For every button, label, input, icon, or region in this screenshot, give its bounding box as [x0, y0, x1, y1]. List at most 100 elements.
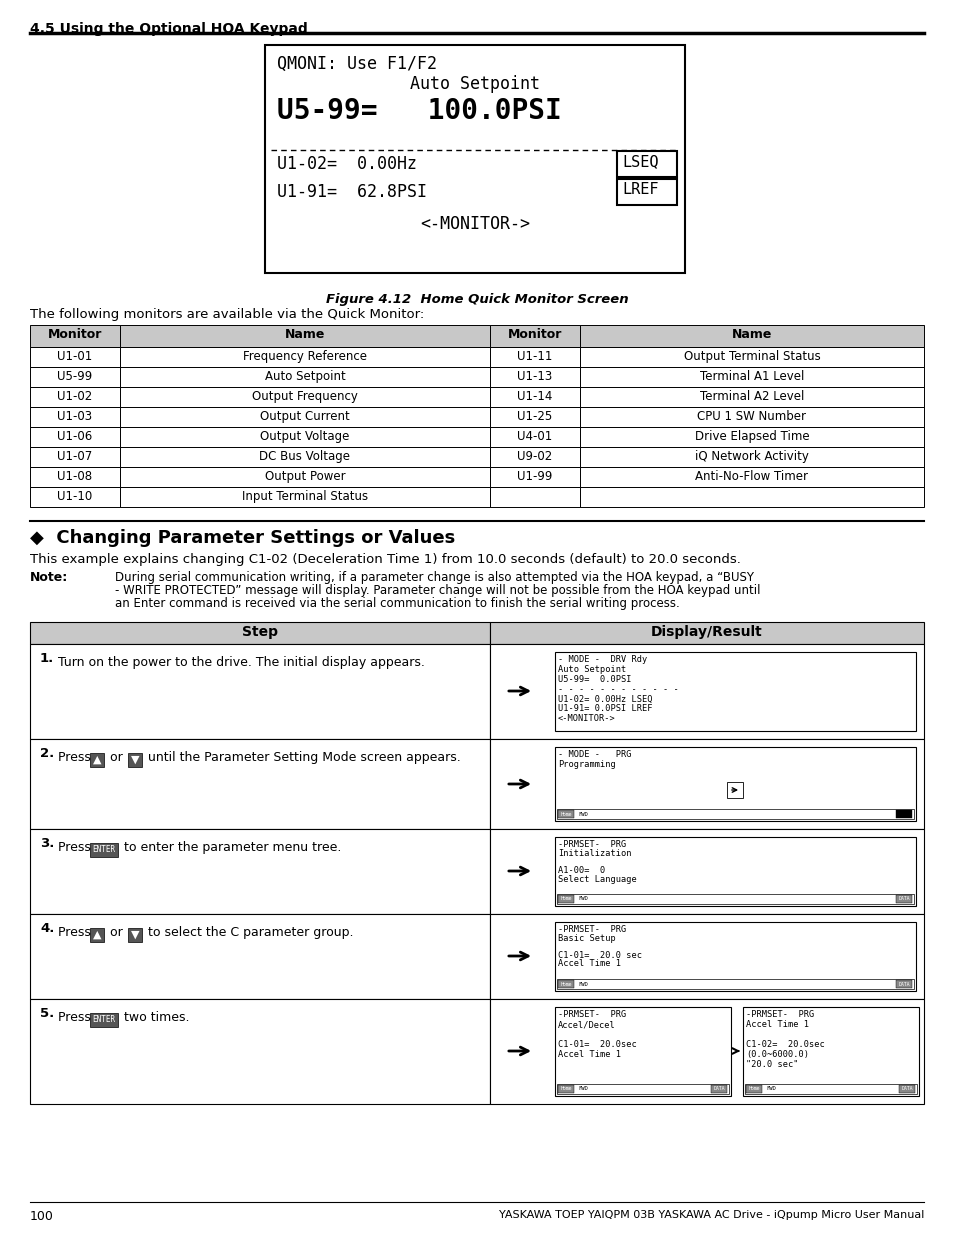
Text: Note:: Note: [30, 571, 69, 584]
Text: - WRITE PROTECTED” message will display. Parameter change will not be possible f: - WRITE PROTECTED” message will display.… [115, 584, 760, 597]
Text: iQ Network Activity: iQ Network Activity [695, 450, 808, 463]
Bar [128, 927, 142, 942]
Text: Monitor: Monitor [507, 329, 561, 341]
Text: Auto Setpoint: Auto Setpoint [410, 75, 539, 93]
Text: Press: Press [58, 926, 94, 939]
Text: Output Terminal Status: Output Terminal Status [683, 350, 820, 363]
Bar [579, 367, 923, 387]
Text: U4-01: U4-01 [517, 430, 552, 443]
Bar [91, 927, 104, 942]
Text: FWD: FWD [765, 1087, 775, 1092]
Bar [710, 1086, 726, 1093]
Text: FWD: FWD [578, 811, 587, 816]
Text: U1-06: U1-06 [57, 430, 92, 443]
Bar [120, 408, 490, 427]
Text: ▲: ▲ [93, 930, 102, 940]
Bar [30, 447, 120, 467]
Bar [490, 643, 923, 739]
Bar [555, 837, 915, 906]
Text: U1-99: U1-99 [517, 471, 552, 483]
Text: ▲: ▲ [93, 755, 102, 764]
Text: Output Current: Output Current [260, 410, 350, 424]
Bar [490, 367, 579, 387]
Text: Monitor: Monitor [48, 329, 102, 341]
Text: Drive Elapsed Time: Drive Elapsed Time [694, 430, 808, 443]
Bar [895, 981, 911, 988]
Text: 3.: 3. [40, 837, 54, 850]
Text: -PRMSET-  PRG: -PRMSET- PRG [558, 925, 625, 934]
Text: ◆  Changing Parameter Settings or Values: ◆ Changing Parameter Settings or Values [30, 529, 455, 547]
Bar [895, 895, 911, 903]
Text: 4.: 4. [40, 923, 54, 935]
Bar [579, 447, 923, 467]
Bar [30, 829, 490, 914]
Text: FWD: FWD [578, 1087, 587, 1092]
Bar [30, 622, 490, 643]
Text: U5-99: U5-99 [57, 370, 92, 383]
Text: or: or [107, 751, 127, 764]
Bar [30, 387, 120, 408]
Text: Name: Name [285, 329, 325, 341]
Text: YASKAWA TOEP YAIQPM 03B YASKAWA AC Drive - iQpump Micro User Manual: YASKAWA TOEP YAIQPM 03B YASKAWA AC Drive… [498, 1210, 923, 1220]
Text: Auto Setpoint: Auto Setpoint [264, 370, 345, 383]
Text: until the Parameter Setting Mode screen appears.: until the Parameter Setting Mode screen … [144, 751, 460, 764]
Text: DATA: DATA [901, 1087, 912, 1092]
Text: an Enter command is received via the serial communication to finish the serial w: an Enter command is received via the ser… [115, 597, 679, 610]
Text: ▼: ▼ [131, 930, 139, 940]
Text: Home: Home [559, 811, 571, 816]
Text: A1-00=  0: A1-00= 0 [558, 866, 604, 874]
Bar [30, 367, 120, 387]
Text: DATA: DATA [898, 897, 909, 902]
Bar [120, 467, 490, 487]
Text: U1-07: U1-07 [57, 450, 92, 463]
Bar [30, 408, 120, 427]
Text: DATA: DATA [898, 982, 909, 987]
Bar [558, 895, 574, 903]
Bar [128, 753, 142, 767]
Bar [30, 999, 490, 1104]
Text: - MODE -   PRG: - MODE - PRG [558, 750, 631, 760]
Text: During serial communication writing, if a parameter change is also attempted via: During serial communication writing, if … [115, 571, 753, 584]
Bar [617, 151, 677, 177]
Text: Frequency Reference: Frequency Reference [243, 350, 367, 363]
Bar [91, 753, 104, 767]
Bar [555, 923, 915, 990]
Text: -PRMSET-  PRG: -PRMSET- PRG [745, 1010, 814, 1019]
Text: CPU 1 SW Number: CPU 1 SW Number [697, 410, 805, 424]
Text: Home: Home [559, 982, 571, 987]
Text: U9-02: U9-02 [517, 450, 552, 463]
Bar [120, 367, 490, 387]
Text: Home: Home [559, 897, 571, 902]
Text: Home: Home [559, 1087, 571, 1092]
Text: -PRMSET-  PRG: -PRMSET- PRG [558, 840, 625, 848]
Text: U1-91=  62.8PSI: U1-91= 62.8PSI [276, 183, 427, 201]
Bar [490, 427, 579, 447]
Text: U1-02: U1-02 [57, 390, 92, 403]
Bar [579, 467, 923, 487]
Bar [557, 1084, 728, 1094]
Text: ENTER: ENTER [92, 846, 115, 855]
Text: 1.: 1. [40, 652, 54, 664]
Bar [557, 979, 913, 989]
Bar [490, 408, 579, 427]
Text: Press: Press [58, 1011, 94, 1024]
Text: 2.: 2. [40, 747, 54, 760]
Text: <-MONITOR->: <-MONITOR-> [558, 714, 615, 724]
Text: Home: Home [747, 1087, 759, 1092]
Bar [558, 810, 574, 818]
Text: This example explains changing C1-02 (Deceleration Time 1) from 10.0 seconds (de: This example explains changing C1-02 (De… [30, 553, 740, 566]
Text: LREF: LREF [621, 182, 658, 198]
Bar [557, 894, 913, 904]
Bar [120, 347, 490, 367]
Bar [490, 914, 923, 999]
Text: Terminal A2 Level: Terminal A2 Level [700, 390, 803, 403]
Bar [30, 914, 490, 999]
Text: C1-01=  20.0sec: C1-01= 20.0sec [558, 1040, 636, 1049]
Text: FWD: FWD [578, 897, 587, 902]
Text: U1-11: U1-11 [517, 350, 552, 363]
Text: Output Power: Output Power [264, 471, 345, 483]
Bar [120, 325, 490, 347]
Bar [898, 1086, 914, 1093]
Text: to enter the parameter menu tree.: to enter the parameter menu tree. [120, 841, 341, 853]
Bar [30, 739, 490, 829]
